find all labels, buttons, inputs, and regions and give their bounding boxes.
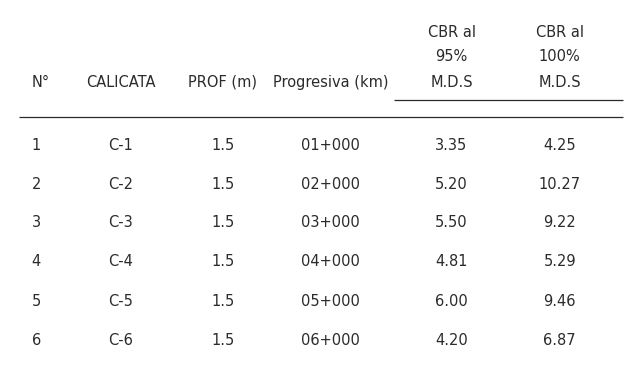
Text: 1.5: 1.5	[211, 138, 234, 154]
Text: 6.00: 6.00	[435, 293, 468, 309]
Text: N°: N°	[32, 74, 50, 90]
Text: 3.35: 3.35	[436, 138, 467, 154]
Text: Progresiva (km): Progresiva (km)	[273, 74, 389, 90]
Text: 10.27: 10.27	[539, 177, 581, 192]
Text: 9.46: 9.46	[543, 293, 576, 309]
Text: 1.5: 1.5	[211, 254, 234, 269]
Text: 01+000: 01+000	[301, 138, 360, 154]
Text: PROF (m): PROF (m)	[188, 74, 257, 90]
Text: C-6: C-6	[108, 333, 134, 348]
Text: 1.5: 1.5	[211, 293, 234, 309]
Text: 5: 5	[32, 293, 41, 309]
Text: C-4: C-4	[108, 254, 134, 269]
Text: 1.5: 1.5	[211, 215, 234, 230]
Text: 3: 3	[32, 215, 41, 230]
Text: C-1: C-1	[108, 138, 134, 154]
Text: 1.5: 1.5	[211, 333, 234, 348]
Text: 5.29: 5.29	[543, 254, 576, 269]
Text: CBR al: CBR al	[427, 25, 476, 41]
Text: CALICATA: CALICATA	[86, 74, 156, 90]
Text: 4.25: 4.25	[543, 138, 576, 154]
Text: 03+000: 03+000	[301, 215, 360, 230]
Text: 1.5: 1.5	[211, 177, 234, 192]
Text: 4.20: 4.20	[435, 333, 468, 348]
Text: 06+000: 06+000	[301, 333, 360, 348]
Text: 6: 6	[32, 333, 41, 348]
Text: 9.22: 9.22	[543, 215, 576, 230]
Text: 2: 2	[32, 177, 41, 192]
Text: 05+000: 05+000	[301, 293, 360, 309]
Text: C-3: C-3	[109, 215, 133, 230]
Text: M.D.S: M.D.S	[430, 74, 473, 90]
Text: 5.20: 5.20	[435, 177, 468, 192]
Text: 5.50: 5.50	[435, 215, 468, 230]
Text: M.D.S: M.D.S	[538, 74, 581, 90]
Text: 6.87: 6.87	[543, 333, 576, 348]
Text: 4: 4	[32, 254, 41, 269]
Text: 04+000: 04+000	[301, 254, 360, 269]
Text: 100%: 100%	[539, 49, 581, 64]
Text: C-2: C-2	[108, 177, 134, 192]
Text: 95%: 95%	[436, 49, 467, 64]
Text: CBR al: CBR al	[536, 25, 584, 41]
Text: 02+000: 02+000	[301, 177, 360, 192]
Text: 4.81: 4.81	[435, 254, 468, 269]
Text: 1: 1	[32, 138, 41, 154]
Text: C-5: C-5	[108, 293, 134, 309]
